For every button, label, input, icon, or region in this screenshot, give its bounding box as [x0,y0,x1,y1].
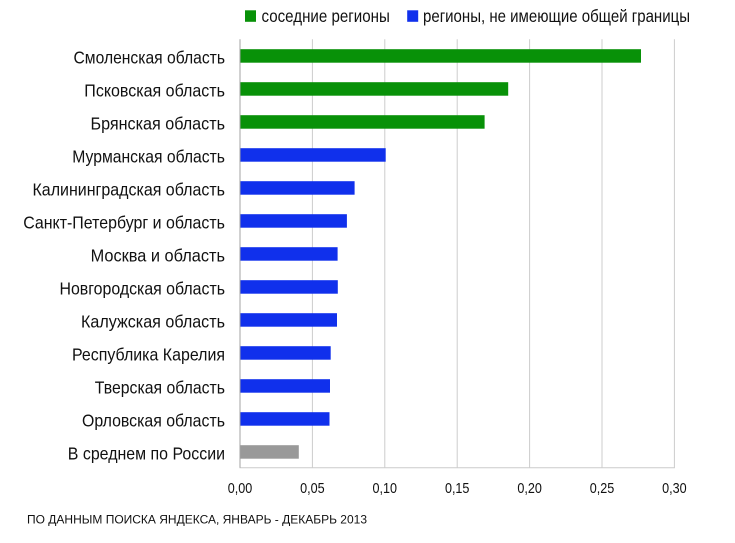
svg-text:ПО ДАННЫМ ПОИСКА ЯНДЕКСА, ЯНВА: ПО ДАННЫМ ПОИСКА ЯНДЕКСА, ЯНВАРЬ - ДЕКАБ… [27,515,367,527]
svg-text:регионы, не имеющие общей гран: регионы, не имеющие общей границы [423,6,690,26]
svg-text:0,15: 0,15 [445,480,470,497]
svg-text:соседние регионы: соседние регионы [262,6,390,26]
svg-text:Тверская область: Тверская область [95,377,225,397]
svg-text:0,20: 0,20 [517,480,542,497]
svg-text:Мурманская область: Мурманская область [72,146,225,166]
svg-text:Санкт-Петербург и область: Санкт-Петербург и область [23,212,225,232]
svg-text:0,05: 0,05 [300,480,325,497]
svg-text:Брянская область: Брянская область [91,113,226,133]
svg-text:0,30: 0,30 [662,480,687,497]
svg-text:0,25: 0,25 [590,480,615,497]
svg-text:В среднем по России: В среднем по России [68,443,225,463]
svg-text:Калужская область: Калужская область [81,311,225,331]
svg-text:Орловская область: Орловская область [82,410,225,430]
svg-text:Республика Карелия: Республика Карелия [72,344,225,364]
svg-text:Калининградская область: Калининградская область [33,179,226,199]
svg-text:0,10: 0,10 [373,480,398,497]
svg-text:Москва и область: Москва и область [91,245,225,265]
svg-text:Новгородская область: Новгородская область [60,278,226,298]
svg-text:0,00: 0,00 [228,480,253,497]
svg-text:Смоленская область: Смоленская область [74,47,226,67]
svg-text:Псковская область: Псковская область [84,80,225,100]
